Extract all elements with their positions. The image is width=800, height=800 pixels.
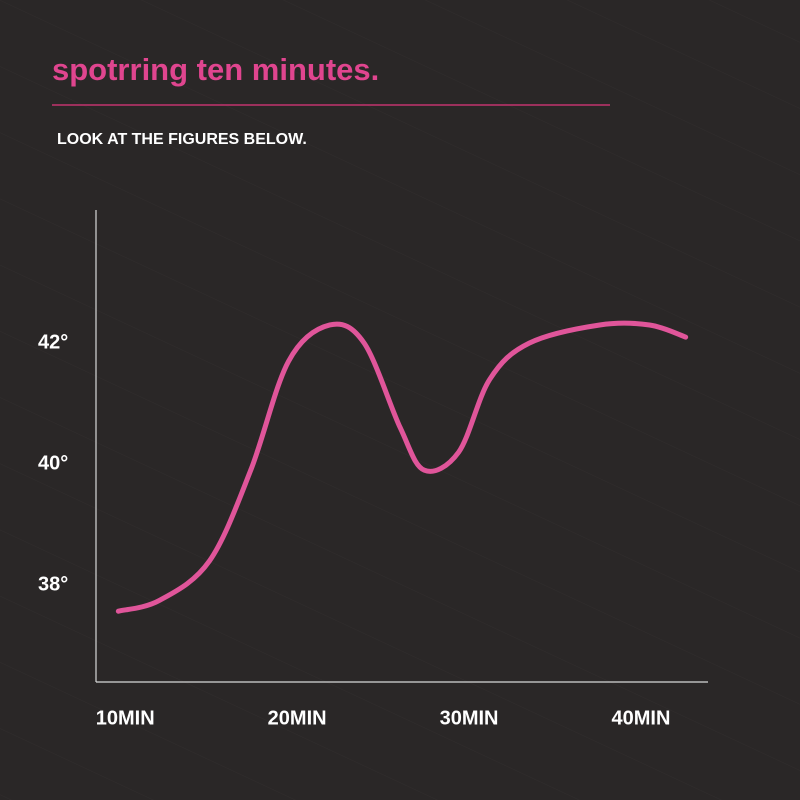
x-tick-label: 20MIN: [268, 707, 327, 729]
line-series: [115, 320, 689, 614]
x-tick-label: 10MIN: [96, 707, 155, 729]
y-tick-label: 38°: [38, 573, 68, 595]
chart-title: spotrring ten minutes.: [52, 52, 379, 87]
subtitle: LOOK AT THE FIGURES BELOW.: [57, 131, 307, 148]
x-tick-label: 30MIN: [440, 707, 499, 729]
y-tick-label: 42°: [38, 331, 68, 353]
x-tick-label: 40MIN: [612, 707, 671, 729]
y-tick-label: 40°: [38, 452, 68, 474]
